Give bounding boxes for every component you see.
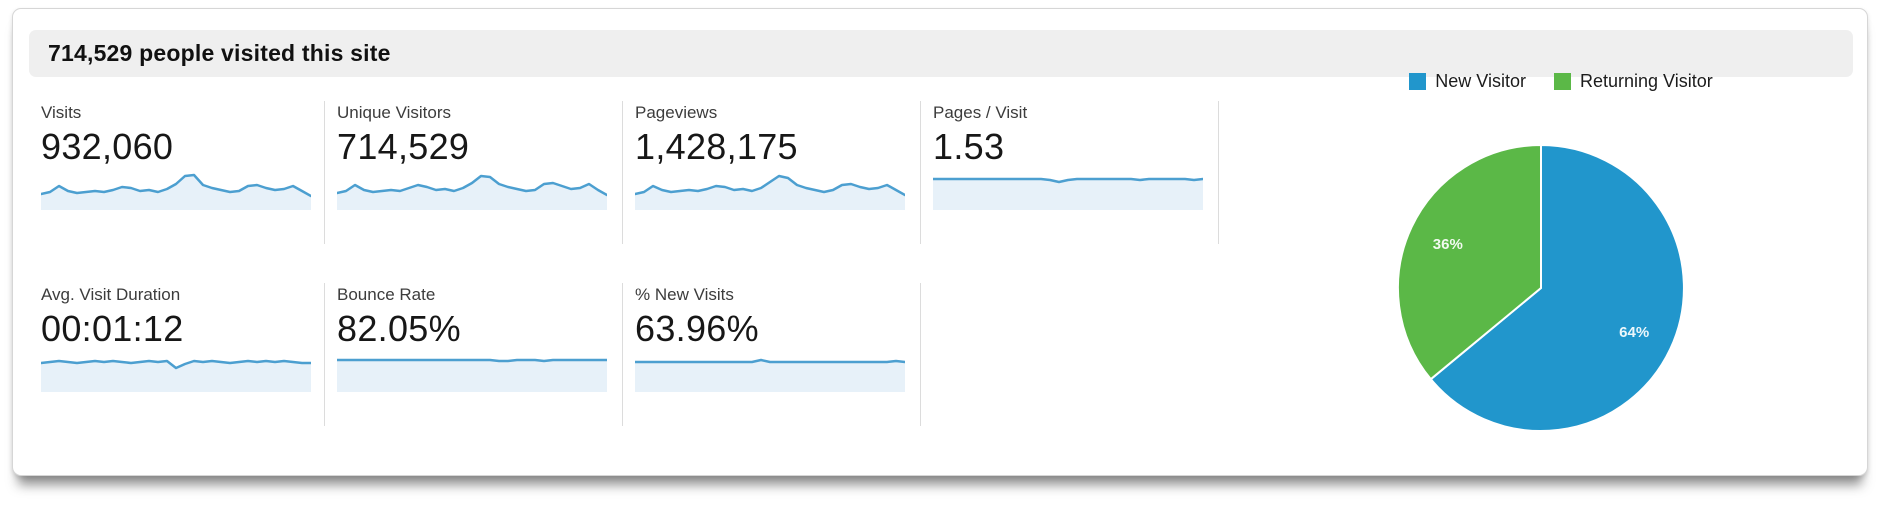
metric-card-bounce-rate: Bounce Rate 82.05% xyxy=(325,283,623,426)
metric-label-pageviews: Pageviews xyxy=(635,103,718,122)
pie-legend: New Visitor Returning Visitor xyxy=(1281,71,1841,92)
metrics-row-1: Visits 932,060 Unique Visitors 714,529 P… xyxy=(41,101,1219,244)
legend-label-returning-visitor: Returning Visitor xyxy=(1579,71,1713,91)
legend-item-new-visitor: New Visitor xyxy=(1409,71,1526,92)
visitors-summary-title: 714,529 people visited this site xyxy=(48,40,391,66)
metric-value-visits: 932,060 xyxy=(41,126,174,167)
pageviews-sparkline xyxy=(635,170,905,210)
legend-item-returning-visitor: Returning Visitor xyxy=(1553,71,1713,92)
metric-label-visits: Visits xyxy=(41,103,82,122)
unique-visitors-sparkline xyxy=(337,170,607,210)
metric-card-visits: Visits 932,060 xyxy=(41,101,325,244)
metric-card-pages-per-visit: Pages / Visit 1.53 xyxy=(921,101,1219,244)
metric-label-percent-new-visits: % New Visits xyxy=(635,285,734,304)
metric-label-pages-per-visit: Pages / Visit xyxy=(933,103,1028,122)
metric-label-avg-visit-duration: Avg. Visit Duration xyxy=(41,285,181,304)
visits-sparkline xyxy=(41,170,311,210)
metrics-grid: Visits 932,060 Unique Visitors 714,529 P… xyxy=(41,101,1219,426)
analytics-summary-card: 714,529 people visited this site Visits … xyxy=(12,8,1868,476)
percent-new-visits-sparkline xyxy=(635,352,905,392)
avg-visit-duration-sparkline xyxy=(41,352,311,392)
pages-per-visit-sparkline xyxy=(933,170,1203,210)
new-visitor-swatch-icon xyxy=(1409,73,1427,90)
metric-value-percent-new-visits: 63.96% xyxy=(635,308,759,349)
bounce-rate-sparkline xyxy=(337,352,607,392)
metric-card-avg-visit-duration: Avg. Visit Duration 00:01:12 xyxy=(41,283,325,426)
metric-label-bounce-rate: Bounce Rate xyxy=(337,285,436,304)
svg-text:64%: 64% xyxy=(1619,324,1649,341)
metric-card-pageviews: Pageviews 1,428,175 xyxy=(623,101,921,244)
metric-label-unique-visitors: Unique Visitors xyxy=(337,103,452,122)
metric-card-unique-visitors: Unique Visitors 714,529 xyxy=(325,101,623,244)
metric-value-pages-per-visit: 1.53 xyxy=(933,126,1005,167)
metric-value-bounce-rate: 82.05% xyxy=(337,308,461,349)
metric-card-percent-new-visits: % New Visits 63.96% xyxy=(623,283,921,426)
svg-text:36%: 36% xyxy=(1433,236,1463,253)
visitor-type-pie-chart: 64% 36% xyxy=(1391,138,1691,438)
metric-value-avg-visit-duration: 00:01:12 xyxy=(41,308,184,349)
returning-visitor-swatch-icon xyxy=(1553,73,1571,90)
visitors-summary-header: 714,529 people visited this site xyxy=(29,30,1853,77)
metrics-row-2: Avg. Visit Duration 00:01:12 Bounce Rate… xyxy=(41,283,1219,426)
metric-value-pageviews: 1,428,175 xyxy=(635,126,798,167)
legend-label-new-visitor: New Visitor xyxy=(1435,71,1526,91)
metric-value-unique-visitors: 714,529 xyxy=(337,126,470,167)
